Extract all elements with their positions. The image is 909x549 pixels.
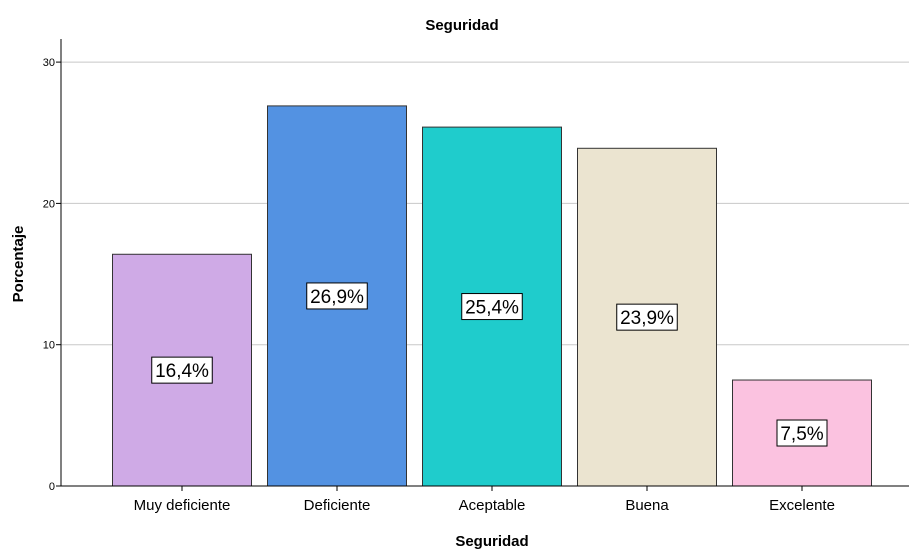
x-tick-label: Deficiente [304,497,371,514]
data-label-box [461,293,523,321]
data-label: 26,9% [310,287,364,308]
y-axis-ticks: 0 10 20 30 [43,57,61,493]
data-label: 23,9% [620,308,674,329]
x-tick-label: Excelente [769,497,835,514]
data-label: 7,5% [780,424,823,445]
chart-title: Seguridad [425,17,498,34]
data-label-box [616,303,678,331]
x-axis-categories: Muy deficiente Deficiente Aceptable Buena Ex… [134,486,835,514]
x-axis-title: Seguridad [455,533,528,549]
x-tick-label: Buena [625,497,669,514]
x-tick-label: Muy deficiente [134,497,231,514]
data-label-box [151,356,213,384]
y-tick-label: 30 [43,57,55,69]
x-tick-label: Aceptable [459,497,526,514]
y-tick-label: 20 [43,198,55,210]
data-label: 16,4% [155,361,209,382]
y-axis-title: Porcentaje [10,226,27,303]
data-labels: 16,4% 26,9% 25,4% 23,9% 7,5% [151,282,828,447]
y-tick-label: 0 [49,481,55,493]
y-tick-label: 10 [43,340,55,352]
data-label-box [306,282,368,310]
data-label: 25,4% [465,298,519,319]
data-label-box [776,419,828,447]
